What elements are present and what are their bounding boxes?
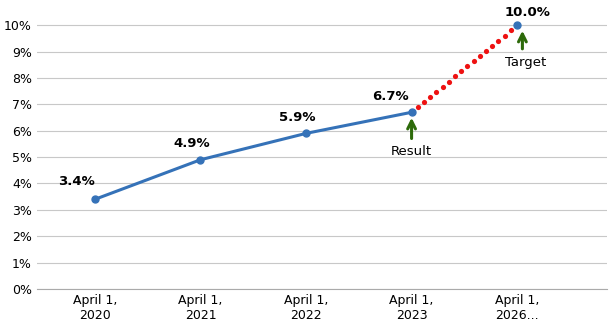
Point bbox=[512, 22, 522, 28]
Point bbox=[469, 58, 478, 64]
Point bbox=[413, 105, 423, 110]
Point bbox=[407, 110, 417, 115]
Text: Target: Target bbox=[505, 56, 546, 68]
Point bbox=[500, 33, 510, 38]
Point bbox=[488, 43, 497, 48]
Point bbox=[419, 99, 429, 105]
Text: 4.9%: 4.9% bbox=[174, 137, 210, 150]
Point bbox=[456, 69, 466, 74]
Point bbox=[463, 64, 472, 69]
Point bbox=[425, 94, 435, 99]
Point bbox=[431, 89, 441, 95]
Text: 6.7%: 6.7% bbox=[372, 90, 409, 103]
Point bbox=[494, 38, 503, 43]
Point bbox=[437, 84, 447, 89]
Text: Result: Result bbox=[391, 145, 432, 158]
Text: 5.9%: 5.9% bbox=[279, 111, 316, 124]
Point bbox=[506, 28, 516, 33]
Point bbox=[450, 74, 460, 79]
Text: 10.0%: 10.0% bbox=[505, 7, 551, 20]
Point bbox=[481, 48, 491, 53]
Point bbox=[444, 79, 454, 84]
Text: 3.4%: 3.4% bbox=[57, 175, 94, 188]
Point bbox=[475, 53, 485, 59]
